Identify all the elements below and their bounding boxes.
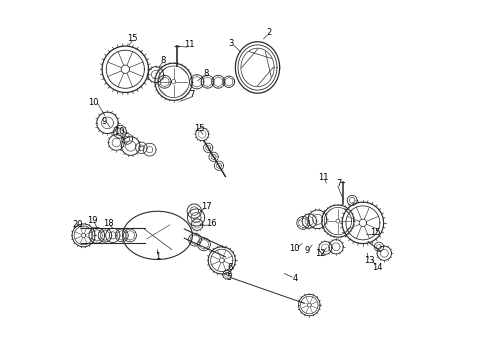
Text: 11: 11: [318, 173, 328, 182]
Text: 17: 17: [201, 202, 212, 211]
Text: 5: 5: [226, 273, 232, 282]
Text: 7: 7: [190, 90, 195, 99]
Text: 11: 11: [184, 40, 195, 49]
Text: 9: 9: [304, 246, 310, 255]
Text: 19: 19: [87, 216, 98, 225]
Text: 16: 16: [206, 219, 217, 228]
Text: 8: 8: [161, 56, 166, 65]
Text: 9: 9: [101, 117, 106, 126]
Text: 10: 10: [114, 127, 124, 136]
Text: 6: 6: [228, 263, 233, 272]
Text: 10: 10: [88, 98, 98, 107]
Text: 12: 12: [315, 249, 325, 258]
Text: 1: 1: [155, 252, 160, 261]
Text: 18: 18: [103, 219, 114, 228]
Text: 4: 4: [293, 274, 298, 283]
Text: 15: 15: [127, 34, 138, 43]
Text: 10: 10: [289, 244, 299, 253]
Text: 20: 20: [73, 220, 83, 229]
Text: 2: 2: [267, 28, 272, 37]
Text: 13: 13: [364, 256, 375, 265]
Text: 15: 15: [370, 228, 381, 237]
Text: 7: 7: [336, 179, 341, 188]
Text: 8: 8: [204, 69, 209, 78]
Text: 14: 14: [372, 263, 382, 272]
Text: 3: 3: [229, 39, 234, 48]
Text: 15: 15: [194, 124, 204, 133]
